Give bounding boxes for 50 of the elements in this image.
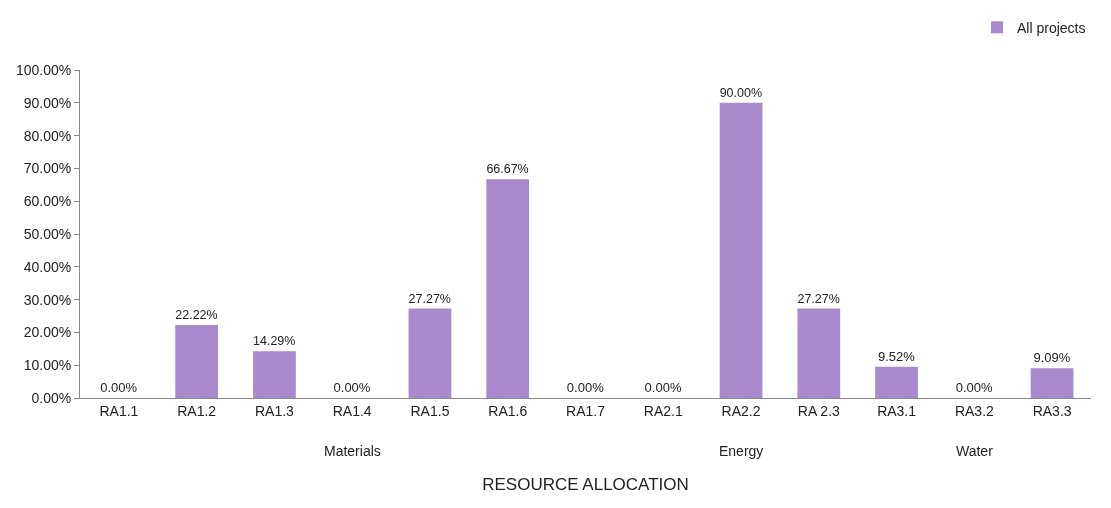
data-label: 0.00% <box>333 380 371 395</box>
x-tick-label: RA1.5 <box>410 402 450 419</box>
x-tick-label: RA2.1 <box>643 402 683 419</box>
bar <box>253 351 296 398</box>
data-label: 14.29% <box>253 334 296 349</box>
y-tick-label: 0.00% <box>31 389 72 406</box>
text: Energy <box>719 443 764 459</box>
y-tick-label: 10.00% <box>23 357 72 374</box>
x-tick-label: RA1.6 <box>488 402 528 419</box>
y-tick-label: 50.00% <box>23 225 72 242</box>
data-label: 0.00% <box>955 380 993 395</box>
y-tick-label: 60.00% <box>23 193 72 210</box>
data-label: 66.67% <box>486 162 529 177</box>
bar <box>408 308 452 398</box>
x-tick-label: RA3.3 <box>1032 402 1072 419</box>
data-label: 0.00% <box>566 380 605 395</box>
x-tick-label: RA 2.3 <box>797 402 841 419</box>
x-tick-label: RA1.4 <box>332 402 372 419</box>
y-tick-label: 40.00% <box>23 258 72 275</box>
data-label: 0.00% <box>644 380 682 395</box>
bar <box>875 366 918 398</box>
x-tick-label: RA1.2 <box>177 402 217 419</box>
bar <box>719 102 763 398</box>
y-tick-label: 100.00% <box>15 61 72 78</box>
data-label: 27.27% <box>797 291 840 306</box>
text: Materials <box>324 443 381 459</box>
x-tick-label: RA2.2 <box>721 402 761 419</box>
data-label: 9.52% <box>877 348 916 364</box>
bar <box>175 325 219 398</box>
bar <box>797 308 841 398</box>
bar <box>486 179 530 398</box>
x-axis-title: RESOURCE ALLOCATION <box>482 475 689 495</box>
data-label: 0.00% <box>100 380 138 395</box>
legend-label: All projects <box>1017 19 1086 36</box>
data-label: 9.09% <box>1033 350 1071 366</box>
y-tick-label: 90.00% <box>23 94 72 111</box>
y-tick-label: 20.00% <box>23 324 72 341</box>
data-label: 22.22% <box>175 308 218 323</box>
data-label: 90.00% <box>719 85 762 100</box>
x-tick-label: RA1.3 <box>254 402 295 419</box>
x-tick-label: RA1.1 <box>99 402 139 419</box>
y-tick-label: 70.00% <box>23 160 72 177</box>
x-tick-label: RA3.2 <box>954 402 995 419</box>
bar <box>1030 368 1074 398</box>
x-tick-label: RA3.1 <box>877 402 917 419</box>
y-tick-label: 30.00% <box>23 291 72 308</box>
text: Water <box>956 443 994 459</box>
y-tick-label: 80.00% <box>23 127 72 144</box>
x-tick-label: RA1.7 <box>566 402 606 419</box>
data-label: 27.27% <box>408 291 451 306</box>
